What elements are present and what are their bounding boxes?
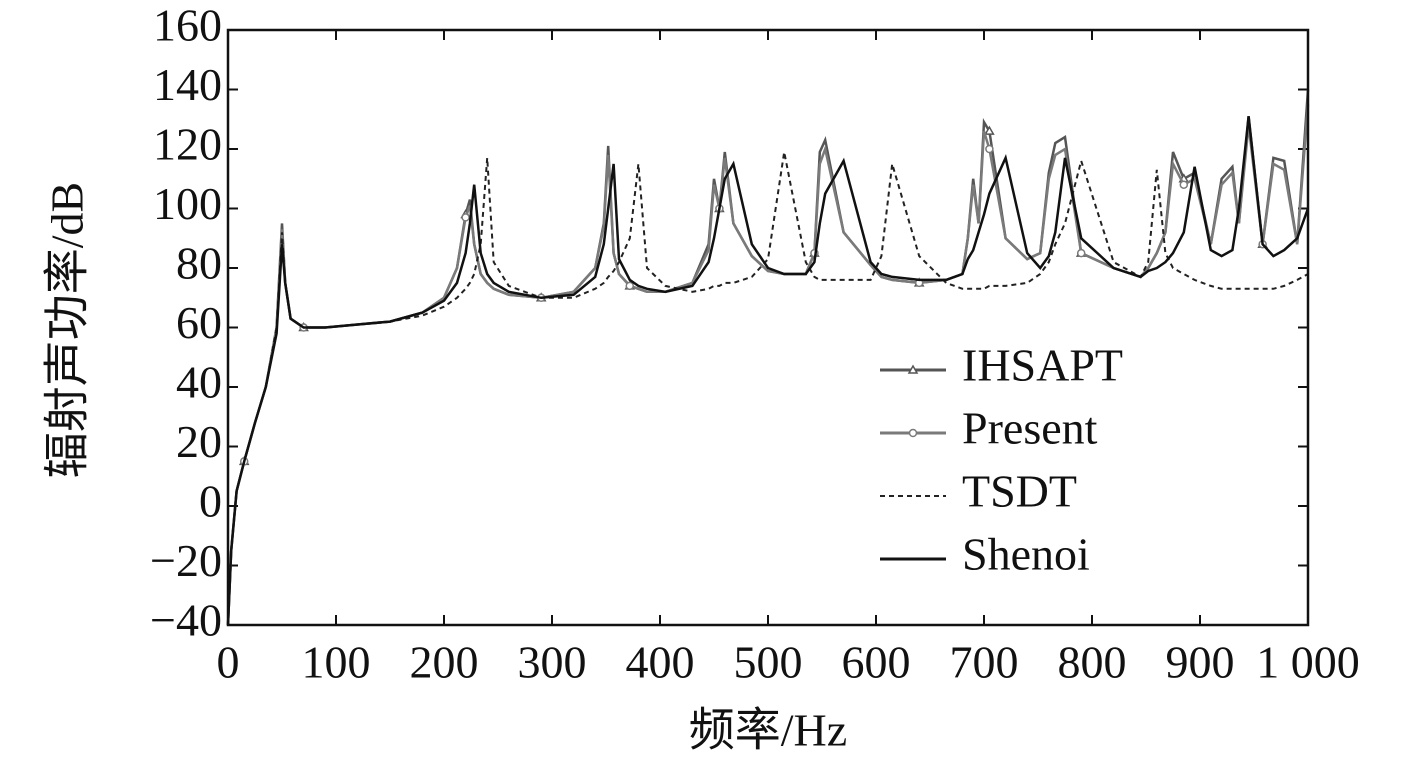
y-tick-label: 100: [153, 178, 222, 229]
y-tick-label: −40: [150, 595, 222, 646]
y-tick-label: 80: [176, 238, 222, 289]
legend-label: TSDT: [962, 466, 1077, 517]
legend-label: Present: [962, 403, 1098, 454]
x-tick-label: 0: [217, 637, 240, 688]
marker: [985, 144, 994, 154]
y-tick-label: 120: [153, 119, 222, 170]
y-tick-label: 20: [176, 416, 222, 467]
y-tick-label: 160: [153, 0, 222, 51]
x-tick-label: 900: [1166, 637, 1235, 688]
y-tick-label: −20: [150, 535, 222, 586]
x-tick-label: 100: [302, 637, 371, 688]
marker: [625, 281, 635, 291]
x-tick-label: 200: [410, 637, 479, 688]
marker: [1179, 180, 1189, 189]
series-line: [226, 116, 1310, 626]
marker: [1076, 248, 1086, 258]
plot-frame: [226, 28, 1310, 627]
marker: [984, 125, 995, 135]
series-line: [226, 104, 1310, 626]
x-tick-label: 400: [626, 637, 695, 688]
series-line: [226, 89, 1310, 626]
y-tick-label: 140: [153, 59, 222, 110]
x-tick-label: 700: [950, 637, 1019, 688]
series-line: [227, 151, 1309, 626]
y-tick-label: 40: [176, 357, 222, 408]
y-axis-label: 辐射声功率/dB: [42, 182, 93, 478]
marker: [907, 364, 919, 374]
legend-label: IHSAPT: [962, 340, 1123, 391]
legend-label: Shenoi: [962, 529, 1090, 580]
y-tick-label: 0: [199, 476, 222, 527]
marker: [461, 213, 470, 222]
x-tick-label: 800: [1058, 637, 1127, 688]
x-axis-label: 频率/Hz: [689, 705, 847, 756]
x-tick-label: 600: [842, 637, 911, 688]
x-tick-label: 300: [518, 637, 587, 688]
x-tick-label: 500: [734, 637, 803, 688]
x-tick-label: 1 000: [1256, 637, 1360, 688]
y-tick-label: 60: [176, 297, 222, 348]
marker: [908, 428, 918, 438]
